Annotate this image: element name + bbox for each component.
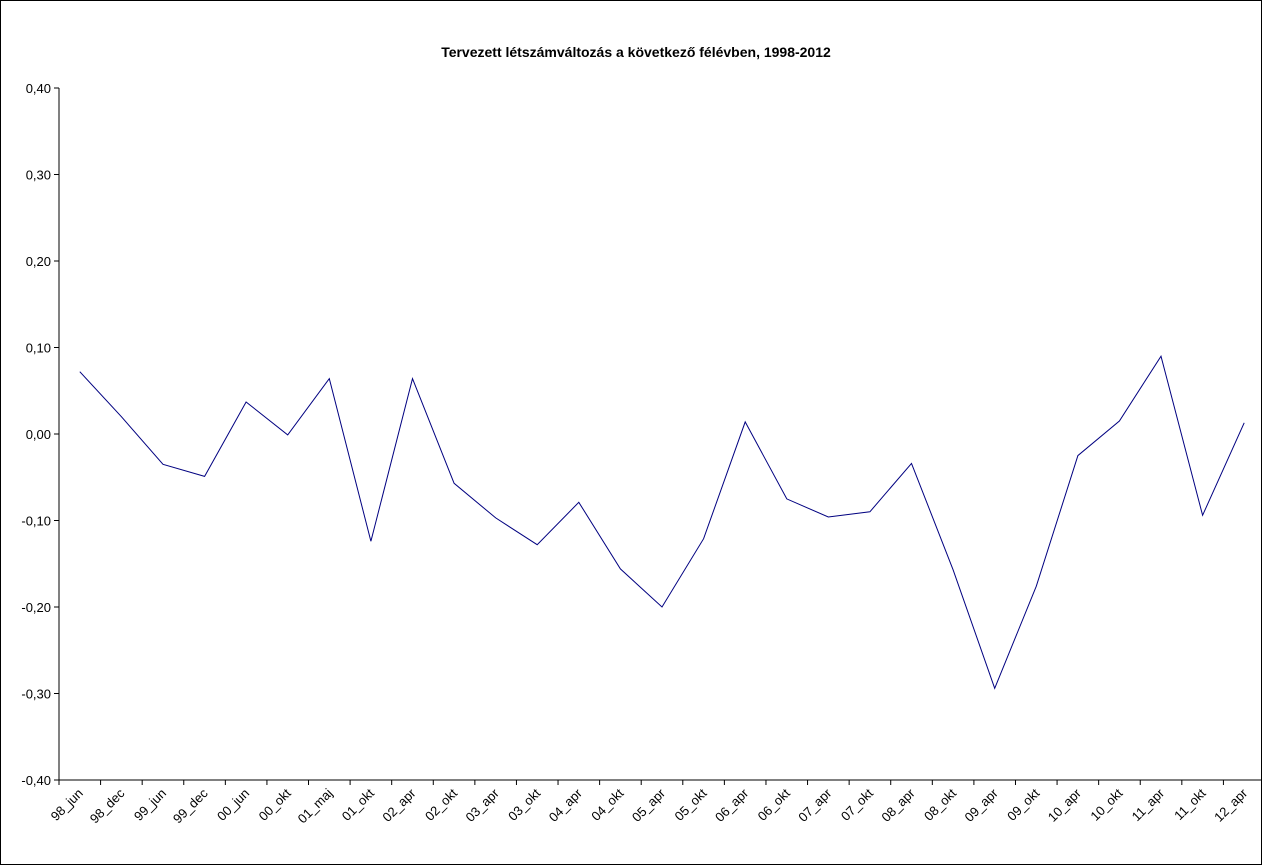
y-tick-label: -0,20 xyxy=(21,600,51,615)
y-tick-label: 0,00 xyxy=(26,427,51,442)
line-series xyxy=(79,354,1245,690)
y-tick-label: -0,30 xyxy=(21,687,51,702)
y-tick-label: 0,10 xyxy=(26,341,51,356)
chart-title: Tervezett létszámváltozás a következő fé… xyxy=(441,44,831,60)
y-tick-label: 0,30 xyxy=(26,168,51,183)
y-tick-label: 0,20 xyxy=(26,254,51,269)
y-tick-label: -0,40 xyxy=(21,773,51,788)
y-tick-label: -0,10 xyxy=(21,514,51,529)
y-tick-label: 0,40 xyxy=(26,81,51,96)
